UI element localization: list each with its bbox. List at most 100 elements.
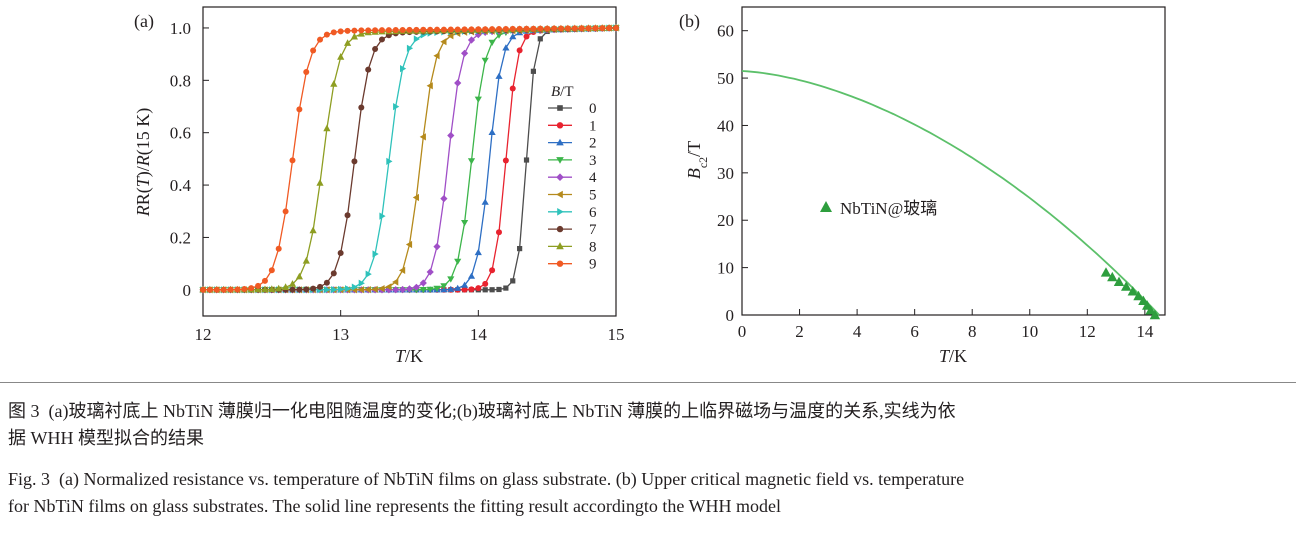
data-point bbox=[405, 285, 414, 293]
data-point bbox=[351, 283, 358, 291]
caption-chinese: 图 3 (a)玻璃衬底上 NbTiN 薄膜归一化电阻随温度的变化;(b)玻璃衬底… bbox=[8, 398, 1290, 452]
data-point bbox=[358, 104, 365, 111]
data-point bbox=[365, 66, 372, 73]
panel-a-x-ticks: 12 13 14 15 bbox=[195, 310, 625, 344]
data-point bbox=[241, 286, 248, 293]
data-point bbox=[213, 286, 220, 293]
panel-b-legend: NbTiN@玻璃 bbox=[820, 199, 937, 218]
bc2-data-point bbox=[1133, 290, 1144, 301]
data-point bbox=[516, 47, 523, 54]
data-point bbox=[496, 286, 502, 293]
data-point bbox=[461, 286, 468, 293]
legend-marker-4 bbox=[556, 173, 564, 181]
legend-label-nbtin: NbTiN@玻璃 bbox=[840, 199, 937, 218]
series-line-4 bbox=[203, 27, 617, 291]
data-point bbox=[254, 285, 262, 293]
data-point bbox=[434, 26, 441, 33]
data-point bbox=[385, 27, 392, 34]
data-point bbox=[516, 25, 523, 32]
data-point bbox=[467, 36, 476, 44]
panel-b-frame bbox=[741, 6, 1166, 316]
legend-marker-8 bbox=[556, 242, 564, 250]
data-point bbox=[392, 286, 400, 294]
data-point bbox=[426, 286, 434, 293]
data-point bbox=[227, 286, 234, 293]
data-point bbox=[261, 277, 268, 284]
legend-marker-5 bbox=[556, 190, 563, 199]
data-point bbox=[551, 25, 558, 32]
series-line-3 bbox=[203, 27, 617, 291]
data-point bbox=[495, 229, 502, 236]
data-point bbox=[399, 266, 406, 274]
data-point bbox=[386, 157, 393, 165]
data-point bbox=[338, 285, 345, 293]
data-point bbox=[489, 287, 495, 293]
legend-label-8: 8 bbox=[589, 239, 597, 255]
legend-marker-1 bbox=[556, 122, 564, 129]
data-point bbox=[379, 212, 386, 220]
data-point bbox=[509, 25, 516, 32]
data-point bbox=[488, 128, 496, 135]
data-point bbox=[571, 25, 578, 32]
data-point bbox=[433, 285, 441, 292]
data-point bbox=[523, 33, 530, 40]
data-point bbox=[288, 280, 297, 287]
data-point bbox=[303, 69, 310, 76]
legend-label-2: 2 bbox=[589, 136, 597, 152]
data-point bbox=[337, 53, 345, 60]
x-tick-label: 10 bbox=[1021, 322, 1038, 341]
data-point bbox=[461, 281, 469, 288]
x-tick-label: 14 bbox=[1136, 322, 1154, 341]
data-point bbox=[406, 26, 413, 33]
series-line-2 bbox=[203, 27, 617, 291]
data-point bbox=[419, 133, 426, 141]
y-tick-label: 10 bbox=[717, 259, 734, 278]
data-point bbox=[467, 272, 476, 279]
x-tick-label: 6 bbox=[910, 322, 919, 341]
data-point bbox=[557, 25, 564, 32]
caption-cn-line-1: 图 3 (a)玻璃衬底上 NbTiN 薄膜归一化电阻随温度的变化;(b)玻璃衬底… bbox=[8, 401, 956, 421]
data-point bbox=[454, 26, 461, 33]
data-point bbox=[447, 276, 455, 283]
data-point bbox=[613, 24, 619, 31]
x-tick-label: 2 bbox=[795, 322, 804, 341]
series-line-9 bbox=[203, 27, 617, 291]
data-point bbox=[350, 32, 358, 40]
data-point bbox=[523, 157, 530, 163]
legend-marker-7 bbox=[556, 225, 564, 233]
data-point bbox=[474, 248, 482, 256]
series-b-7 bbox=[200, 24, 619, 293]
data-point bbox=[344, 212, 351, 219]
data-point bbox=[385, 286, 393, 294]
series-b-9 bbox=[200, 24, 619, 293]
bc2-data-point bbox=[1107, 271, 1118, 282]
panel-a-series bbox=[199, 23, 620, 294]
data-point bbox=[345, 285, 352, 293]
figure-canvas: (a) 00.20.40.60.81.0 12 13 14 15 B/T 012345… bbox=[133, 6, 1166, 366]
data-point bbox=[585, 25, 592, 32]
series-line-0 bbox=[203, 27, 617, 291]
data-point bbox=[461, 49, 469, 57]
data-point bbox=[317, 283, 324, 290]
data-point bbox=[495, 32, 503, 39]
data-point bbox=[412, 283, 420, 291]
data-point bbox=[447, 285, 455, 292]
data-point bbox=[282, 283, 290, 290]
data-point bbox=[255, 282, 262, 289]
panel-b-x-ticks: 0 2 4 6 8 10 12 14 bbox=[738, 309, 1154, 341]
data-point bbox=[606, 25, 613, 32]
data-point bbox=[316, 179, 324, 186]
data-point bbox=[351, 27, 358, 34]
data-point bbox=[578, 25, 585, 32]
data-point bbox=[330, 80, 338, 87]
series-line-6 bbox=[203, 27, 617, 291]
data-point bbox=[399, 285, 407, 294]
data-point bbox=[440, 38, 447, 46]
legend-label-9: 9 bbox=[589, 257, 597, 273]
y-tick-label: 0.8 bbox=[170, 71, 191, 90]
data-point bbox=[323, 124, 331, 132]
data-point bbox=[447, 32, 454, 40]
data-point bbox=[364, 286, 371, 294]
data-point bbox=[206, 286, 213, 293]
x-tick-label: 12 bbox=[195, 325, 212, 344]
